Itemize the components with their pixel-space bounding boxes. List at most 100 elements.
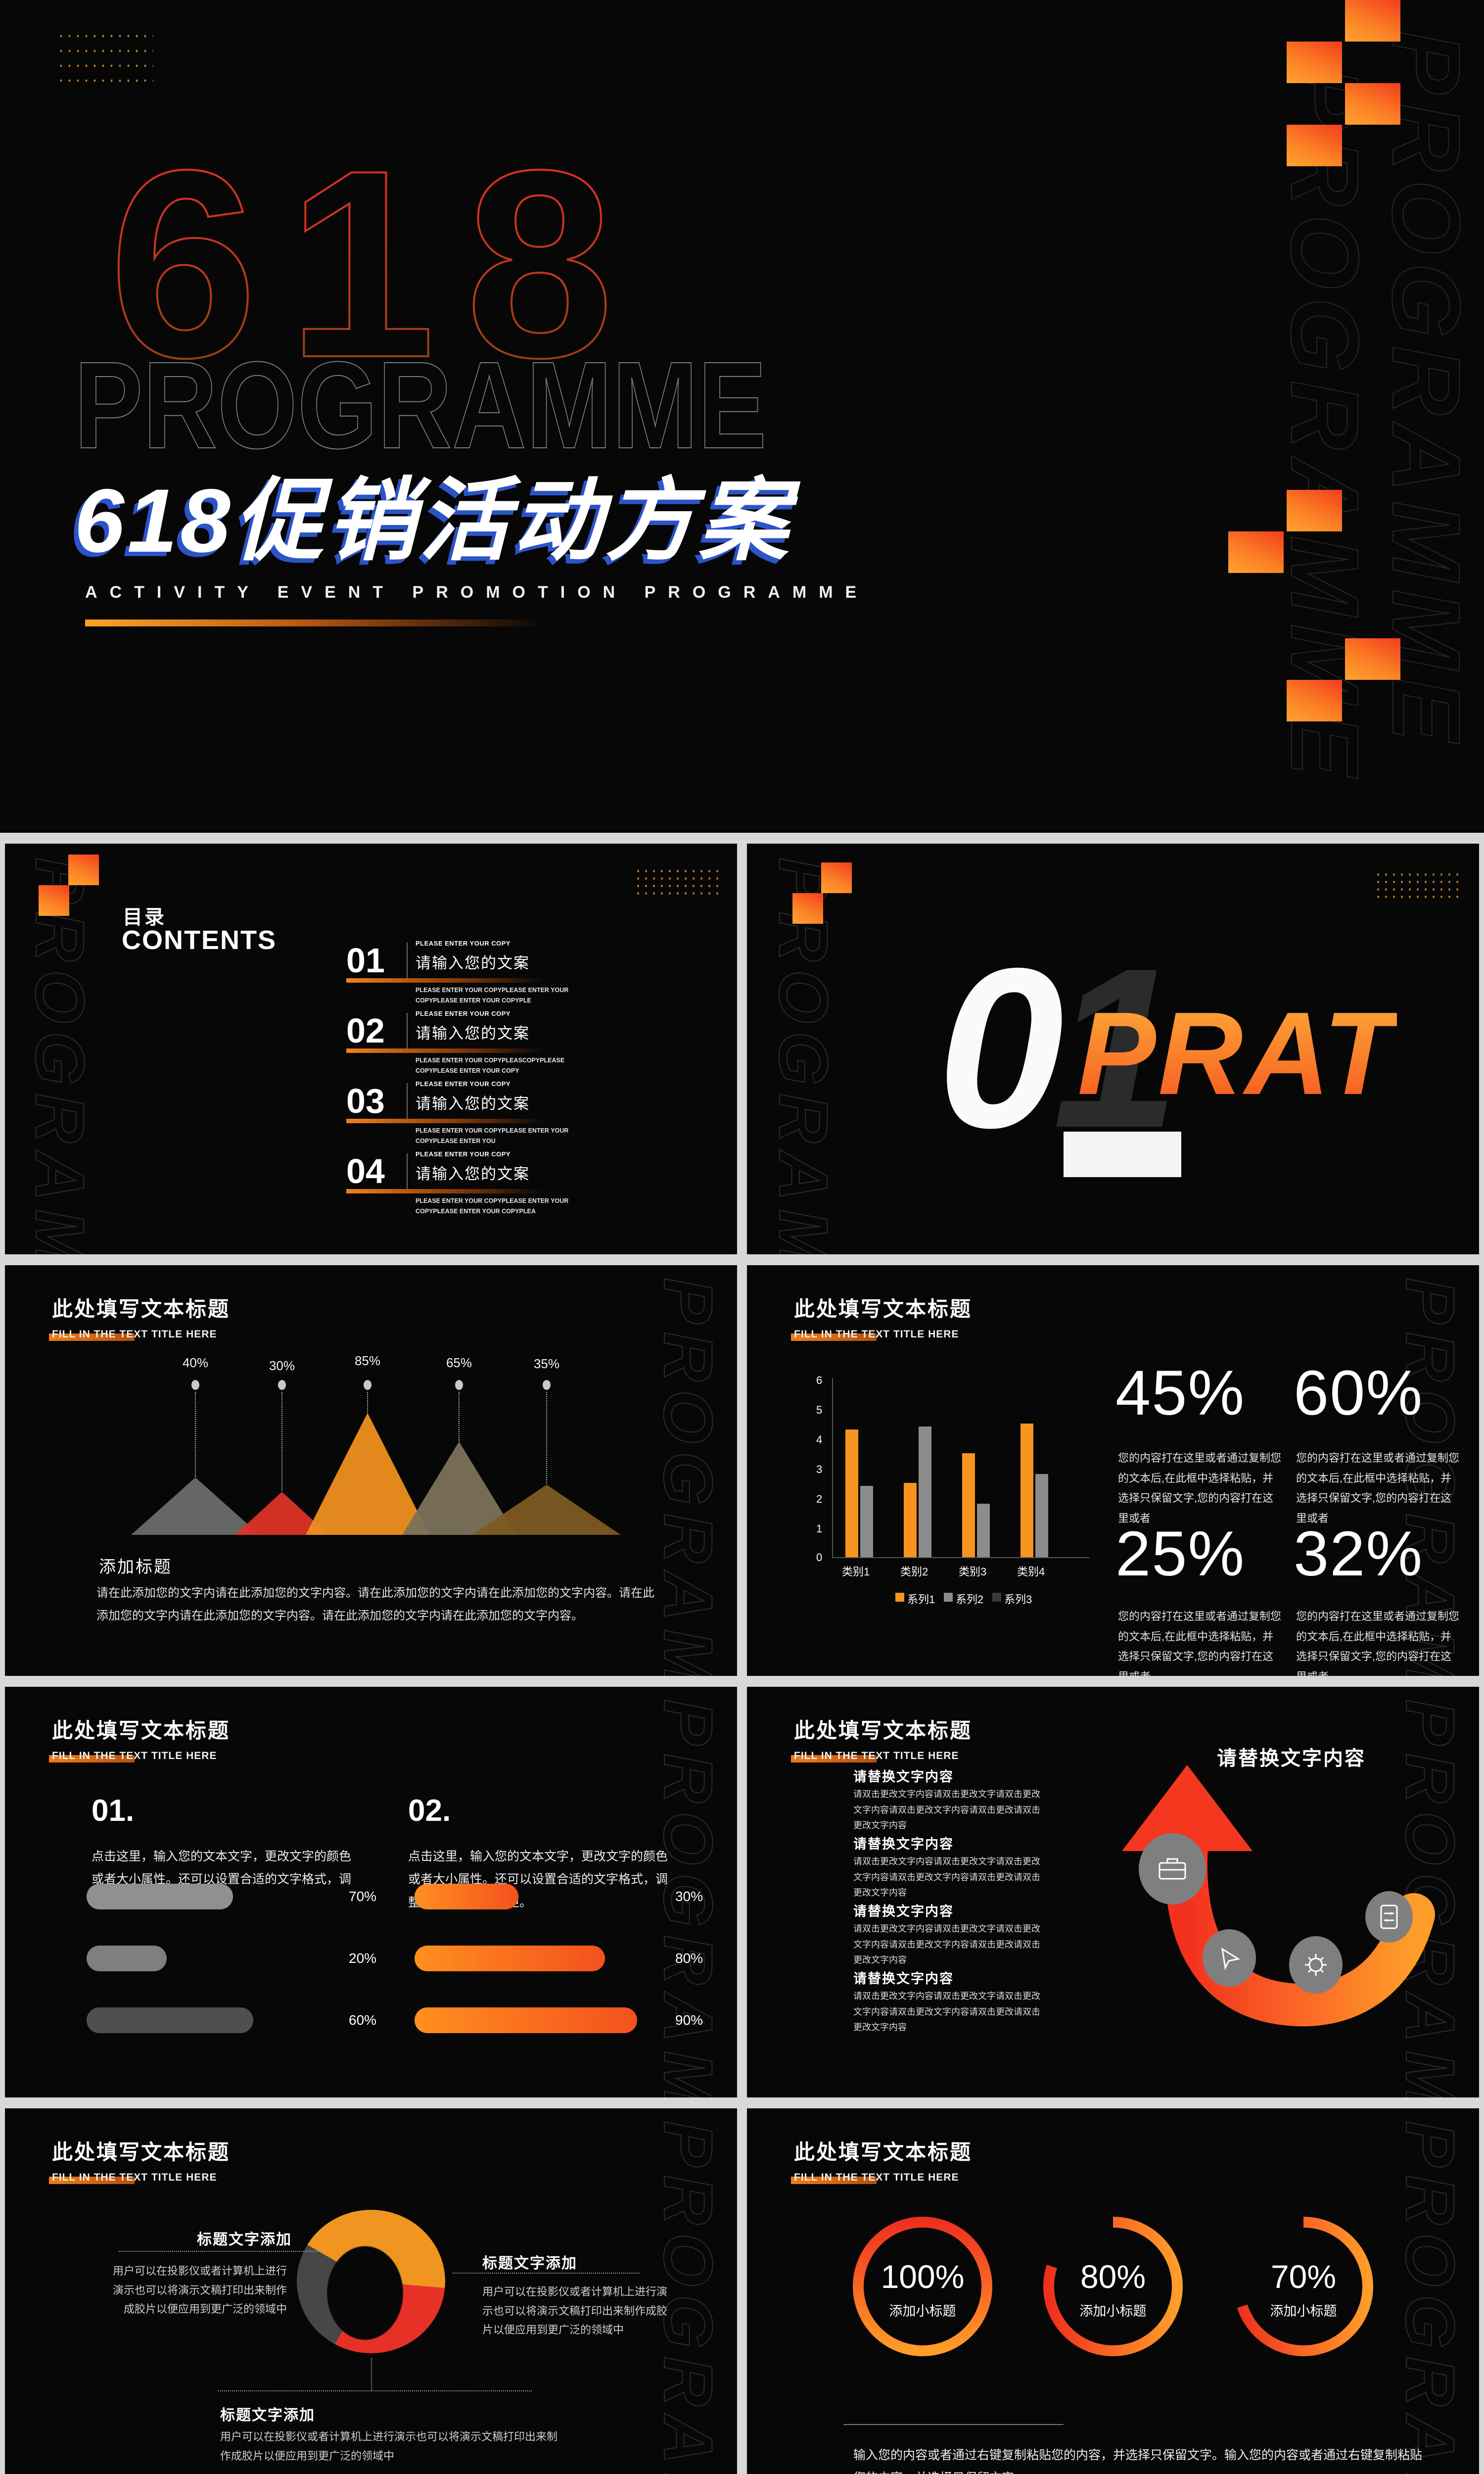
item-tag: PLEASE ENTER YOUR COPY: [416, 1010, 511, 1017]
progress-rings: [853, 2217, 1373, 2356]
bar-label: 90%: [675, 2012, 703, 2028]
bar-series2: [860, 1486, 873, 1557]
orange-square-decor: [1287, 42, 1342, 83]
item-label: 请输入您的文案: [416, 1095, 530, 1112]
peak-marker: [364, 1380, 371, 1390]
donut-label-heading: 标题文字添加: [482, 2255, 577, 2272]
bar-label: 70%: [349, 1889, 377, 1904]
cover-subtitle: ACTIVITY EVENT PROMOTION PROGRAMME: [85, 583, 869, 602]
divider: [407, 1153, 408, 1193]
stat-body: 您的内容打在这里或者通过复制您的文本后,在此框中选择粘贴，并选择只保留文字,您的…: [1296, 1452, 1460, 1525]
ring-percentage: 70%: [1270, 2258, 1337, 2295]
item-label: 请输入您的文案: [416, 1165, 530, 1183]
peak-marker: [191, 1380, 199, 1390]
orange-square-decor: [792, 893, 823, 924]
item-label: 请输入您的文案: [416, 1025, 530, 1042]
item-number: 01: [346, 941, 385, 980]
bar-series1: [1020, 1424, 1033, 1557]
item-accent-bar: [346, 1048, 544, 1053]
stat-value: 25%: [1115, 1519, 1246, 1589]
dot-grid-decor: [57, 29, 153, 87]
dot-grid-decor: [634, 867, 722, 898]
item-accent-bar: [346, 1189, 544, 1193]
rings-body: 输入您的内容或者通过右键复制粘贴您的内容，并选择只保留文字。输入您的内容或者通过…: [853, 2448, 1423, 2474]
legend-swatch-3: [992, 1593, 1001, 1602]
orange-square-decor: [39, 885, 69, 916]
programme-outline: PROGRAMME: [74, 335, 767, 475]
slide-cover: 618 PROGRAMME 618促销活动方案 ACTIVITY EVENT P…: [0, 0, 1484, 833]
donut-label-body: 用户可以在投影仪或者计算机上进行演示也可以将演示文稿打印出来制作成胶片以便应用到…: [112, 2265, 287, 2315]
contents-item: 01 PLEASE ENTER YOUR COPY 请输入您的文案 PLEASE…: [346, 937, 584, 1011]
x-axis: [832, 1557, 1089, 1558]
title-accent-bar: [49, 1333, 135, 1341]
mountain-bar: [131, 1477, 260, 1535]
bar-label: 60%: [349, 2012, 377, 2028]
divider: [407, 943, 408, 982]
slide-bar-chart: PROGRAMME 此处填写文本标题 FILL IN THE TEXT TITL…: [747, 1265, 1479, 1676]
ring-percentage: 100%: [881, 2258, 965, 2295]
mountain-bar: [306, 1413, 429, 1535]
slide-title: 此处填写文本标题: [52, 2141, 231, 2164]
title-accent-bar: [791, 2177, 877, 2184]
item-number: 03: [346, 1082, 385, 1120]
item-tag: PLEASE ENTER YOUR COPY: [416, 1080, 511, 1088]
item-tag: PLEASE ENTER YOUR COPY: [416, 940, 511, 947]
y-tick: 6: [816, 1374, 823, 1386]
title-accent-bar: [791, 1333, 877, 1341]
text-block-body: 请双击更改文字内容请双击更改文字请双击更改文字内容请双击更改文字内容请双击更改请…: [853, 1924, 1040, 1965]
item-subtext: PLEASE ENTER YOUR COPYPLEASE ENTER YOUR …: [416, 1197, 569, 1215]
stat-value: 60%: [1294, 1358, 1424, 1428]
divider: [407, 1083, 408, 1123]
programme-watermark: PROGRAMME: [21, 857, 99, 1254]
item-tag: PLEASE ENTER YOUR COPY: [416, 1150, 511, 1158]
bar-series2: [977, 1504, 990, 1557]
item-accent-bar: [346, 978, 544, 983]
programme-watermark: PROGRAMME: [649, 1277, 728, 1676]
bar-label: 20%: [349, 1951, 377, 1966]
x-category: 类别2: [900, 1566, 928, 1578]
slide-donut: PROGRAMME 此处填写文本标题 FILL IN THE TEXT TITL…: [5, 2108, 737, 2474]
slide-horizontal-bars: PROGRAMME 此处填写文本标题 FILL IN THE TEXT TITL…: [5, 1687, 737, 2097]
orange-square-decor: [1287, 125, 1342, 166]
leader-line: [546, 1392, 547, 1484]
slide-title: 此处填写文本标题: [794, 1719, 973, 1742]
slide-rings: PROGRAMME 此处填写文本标题 FILL IN THE TEXT TITL…: [747, 2108, 1479, 2474]
leader-line: [371, 2358, 372, 2390]
item-subtext: PLEASE ENTER YOUR COPYPLEASE ENTER YOUR …: [416, 987, 569, 1004]
y-tick: 4: [816, 1433, 823, 1446]
slide-mountain-chart: PROGRAMME 此处填写文本标题 FILL IN THE TEXT TITL…: [5, 1265, 737, 1676]
leader-line: [195, 1392, 196, 1477]
slide-subtitle: FILL IN THE TEXT TITLE HERE: [794, 1750, 959, 1761]
contents-item: 02 PLEASE ENTER YOUR COPY 请输入您的文案 PLEASE…: [346, 1007, 584, 1081]
slide-subtitle: FILL IN THE TEXT TITLE HERE: [794, 1329, 959, 1340]
peak-marker: [543, 1380, 551, 1390]
arrow-heading: 请替换文字内容: [1217, 1748, 1366, 1769]
slide-subtitle: FILL IN THE TEXT TITLE HERE: [52, 1750, 217, 1761]
peak-marker: [278, 1380, 286, 1390]
orange-bar: [415, 2007, 637, 2033]
donut-label-heading: 标题文字添加: [197, 2232, 292, 2248]
item-subtext: PLEASE ENTER YOUR COPYPLEASCOPYPLEASE CO…: [416, 1057, 565, 1075]
briefcase-icon: [1139, 1833, 1206, 1904]
y-tick: 3: [816, 1463, 823, 1475]
svg-text:PROGRAMME: PROGRAMME: [74, 336, 767, 474]
title-accent-bar: [791, 1755, 877, 1762]
legend-swatch-2: [944, 1593, 953, 1602]
slide-subtitle: FILL IN THE TEXT TITLE HERE: [794, 2172, 959, 2183]
orange-square-decor: [1345, 638, 1400, 680]
item-number: 02: [346, 1011, 385, 1050]
ring-label: 添加小标题: [1079, 2304, 1147, 2319]
stat-body: 您的内容打在这里或者通过复制您的文本后,在此框中选择粘贴，并选择只保留文字,您的…: [1296, 1610, 1460, 1676]
sliders-icon: [1365, 1891, 1413, 1943]
orange-square-decor: [1228, 531, 1284, 573]
leader-line: [453, 2273, 640, 2274]
text-block-heading: 请替换文字内容: [853, 1971, 954, 1986]
stat-body: 您的内容打在这里或者通过复制您的文本后,在此框中选择粘贴，并选择只保留文字,您的…: [1118, 1610, 1282, 1676]
peak-value-label: 35%: [533, 1356, 560, 1371]
item-number: 04: [346, 1152, 385, 1190]
group-number: 02.: [408, 1794, 451, 1828]
orange-square-decor: [1287, 490, 1342, 531]
gray-bar: [87, 2007, 254, 2033]
section-word: PRAT: [1077, 986, 1397, 1121]
y-tick: 5: [816, 1404, 823, 1416]
